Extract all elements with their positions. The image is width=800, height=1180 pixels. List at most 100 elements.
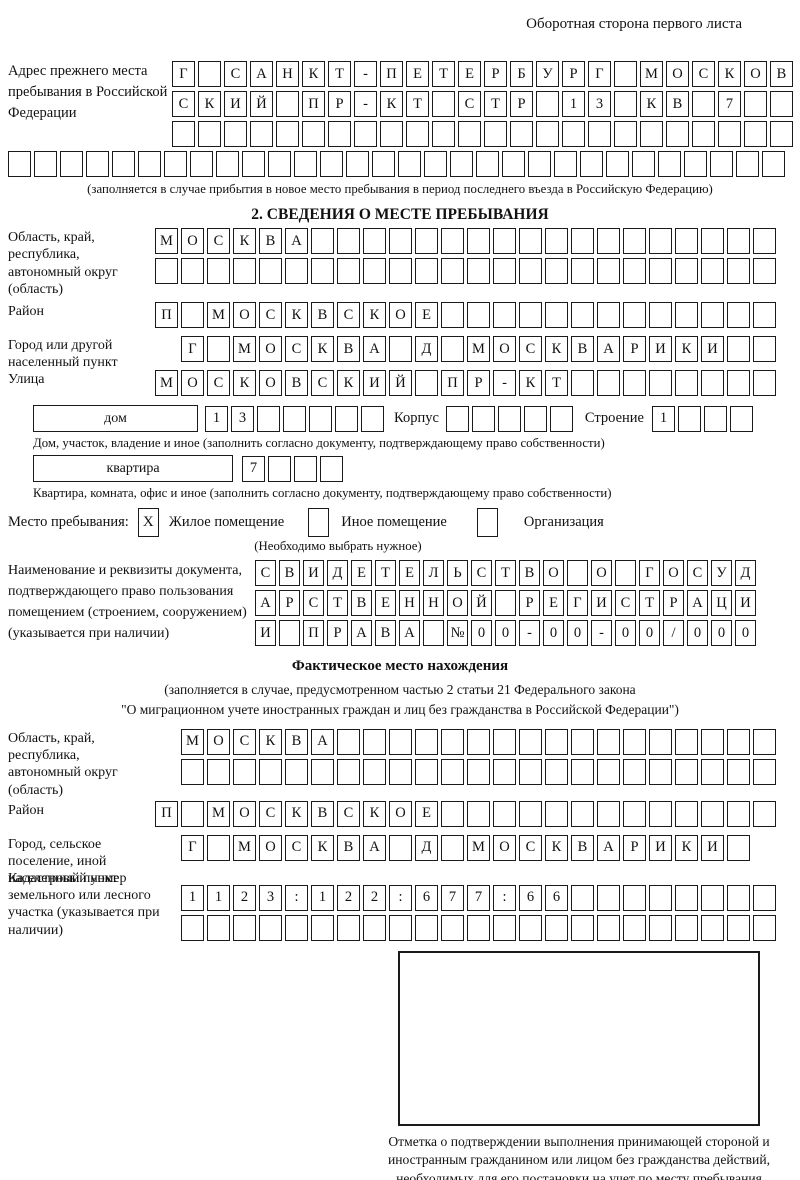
char-box[interactable] xyxy=(441,258,464,284)
char-box[interactable]: А xyxy=(351,620,372,646)
char-box[interactable] xyxy=(545,914,568,941)
char-box[interactable] xyxy=(493,302,516,328)
char-box[interactable]: Р xyxy=(328,91,351,117)
char-box[interactable]: Т xyxy=(484,91,507,117)
char-box[interactable]: С xyxy=(172,91,195,117)
char-box[interactable]: О xyxy=(233,302,256,328)
char-box[interactable] xyxy=(415,370,438,396)
char-box[interactable]: 0 xyxy=(735,620,756,646)
char-box[interactable] xyxy=(692,91,715,117)
char-box[interactable] xyxy=(545,302,568,328)
char-box[interactable] xyxy=(172,121,195,147)
char-box[interactable]: О xyxy=(663,560,684,586)
char-box[interactable] xyxy=(675,914,698,941)
char-box[interactable]: В xyxy=(311,302,334,328)
char-box[interactable]: А xyxy=(597,834,620,861)
char-box[interactable] xyxy=(207,258,230,284)
char-box[interactable]: С xyxy=(285,834,308,861)
char-box[interactable] xyxy=(493,800,516,827)
char-box[interactable] xyxy=(677,405,701,432)
char-box[interactable] xyxy=(597,728,620,755)
char-box[interactable]: Р xyxy=(562,61,585,87)
char-box[interactable]: Г xyxy=(181,834,204,861)
char-box[interactable] xyxy=(753,758,776,785)
char-box[interactable] xyxy=(259,758,282,785)
char-box[interactable]: И xyxy=(701,834,724,861)
char-box[interactable]: В xyxy=(375,620,396,646)
char-box[interactable]: И xyxy=(735,590,756,616)
char-box[interactable]: И xyxy=(224,91,247,117)
char-box[interactable]: К xyxy=(545,834,568,861)
char-box[interactable] xyxy=(467,758,490,785)
char-box[interactable]: С xyxy=(471,560,492,586)
char-box[interactable] xyxy=(588,121,611,147)
char-box[interactable]: К xyxy=(675,834,698,861)
char-box[interactable] xyxy=(649,728,672,755)
char-box[interactable] xyxy=(155,258,178,284)
char-box[interactable] xyxy=(493,228,516,254)
char-box[interactable] xyxy=(406,121,429,147)
char-box[interactable] xyxy=(441,800,464,827)
char-box[interactable]: А xyxy=(255,590,276,616)
char-box[interactable]: П xyxy=(380,61,403,87)
char-box[interactable]: Е xyxy=(415,800,438,827)
char-box[interactable] xyxy=(545,758,568,785)
char-box[interactable] xyxy=(623,884,646,911)
char-box[interactable] xyxy=(207,914,230,941)
char-box[interactable]: 7 xyxy=(441,884,464,911)
char-box[interactable]: Т xyxy=(495,560,516,586)
char-box[interactable]: С xyxy=(519,336,542,362)
char-box[interactable]: М xyxy=(467,336,490,362)
char-box[interactable]: И xyxy=(303,560,324,586)
char-box[interactable] xyxy=(363,258,386,284)
char-box[interactable] xyxy=(545,800,568,827)
char-box[interactable] xyxy=(320,151,343,177)
char-box[interactable] xyxy=(632,151,655,177)
char-box[interactable]: В xyxy=(770,61,793,87)
char-box[interactable] xyxy=(389,228,412,254)
char-box[interactable] xyxy=(181,758,204,785)
char-box[interactable] xyxy=(198,121,221,147)
char-box[interactable]: : xyxy=(285,884,308,911)
char-box[interactable]: В xyxy=(337,336,360,362)
char-box[interactable]: Д xyxy=(735,560,756,586)
char-box[interactable] xyxy=(493,758,516,785)
char-box[interactable]: О xyxy=(493,336,516,362)
char-box[interactable] xyxy=(432,91,455,117)
char-box[interactable]: Е xyxy=(351,560,372,586)
char-box[interactable]: М xyxy=(207,302,230,328)
char-box[interactable] xyxy=(484,121,507,147)
char-box[interactable]: 0 xyxy=(495,620,516,646)
char-box[interactable] xyxy=(623,914,646,941)
char-box[interactable] xyxy=(571,302,594,328)
checkbox-cell[interactable]: X xyxy=(137,508,159,537)
char-box[interactable] xyxy=(190,151,213,177)
char-box[interactable] xyxy=(337,728,360,755)
char-box[interactable] xyxy=(770,121,793,147)
char-box[interactable] xyxy=(363,728,386,755)
char-box[interactable]: О xyxy=(259,834,282,861)
char-box[interactable] xyxy=(597,758,620,785)
char-box[interactable] xyxy=(614,91,637,117)
char-box[interactable]: В xyxy=(279,560,300,586)
char-box[interactable] xyxy=(233,914,256,941)
char-box[interactable] xyxy=(675,302,698,328)
char-box[interactable] xyxy=(666,121,689,147)
char-box[interactable] xyxy=(415,758,438,785)
char-box[interactable]: С xyxy=(337,302,360,328)
char-box[interactable]: О xyxy=(181,228,204,254)
char-box[interactable]: 0 xyxy=(471,620,492,646)
char-box[interactable] xyxy=(571,228,594,254)
char-box[interactable] xyxy=(337,914,360,941)
char-box[interactable] xyxy=(623,302,646,328)
char-box[interactable] xyxy=(495,590,516,616)
char-box[interactable] xyxy=(363,228,386,254)
char-box[interactable] xyxy=(467,800,490,827)
char-box[interactable]: Г xyxy=(639,560,660,586)
char-box[interactable] xyxy=(60,151,83,177)
char-box[interactable] xyxy=(389,728,412,755)
char-box[interactable]: У xyxy=(536,61,559,87)
char-box[interactable]: Р xyxy=(663,590,684,616)
char-box[interactable] xyxy=(753,800,776,827)
char-box[interactable]: К xyxy=(233,228,256,254)
